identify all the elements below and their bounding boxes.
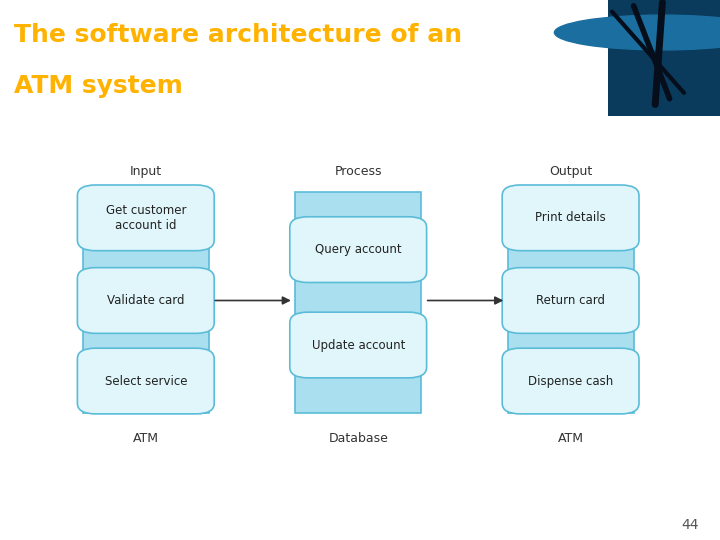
Text: The software architecture of an: The software architecture of an — [14, 23, 462, 47]
Text: Output: Output — [549, 165, 593, 178]
FancyBboxPatch shape — [295, 192, 421, 413]
FancyBboxPatch shape — [502, 185, 639, 251]
Text: Database: Database — [328, 432, 388, 445]
FancyBboxPatch shape — [502, 268, 639, 333]
FancyBboxPatch shape — [508, 192, 634, 413]
FancyBboxPatch shape — [78, 348, 215, 414]
Text: 44: 44 — [681, 517, 698, 531]
Text: Input: Input — [130, 165, 162, 178]
Text: Query account: Query account — [315, 243, 402, 256]
Text: ATM: ATM — [132, 432, 159, 445]
FancyBboxPatch shape — [502, 348, 639, 414]
Text: Process: Process — [335, 165, 382, 178]
Text: Return card: Return card — [536, 294, 605, 307]
Text: Dispense cash: Dispense cash — [528, 375, 613, 388]
Text: Print details: Print details — [535, 211, 606, 224]
Text: ATM system: ATM system — [14, 74, 184, 98]
Text: Validate card: Validate card — [107, 294, 184, 307]
FancyBboxPatch shape — [608, 0, 720, 116]
FancyBboxPatch shape — [289, 217, 426, 282]
Text: Get customer
account id: Get customer account id — [106, 204, 186, 232]
Text: Update account: Update account — [312, 339, 405, 352]
FancyBboxPatch shape — [78, 185, 215, 251]
Text: ATM: ATM — [557, 432, 584, 445]
Text: Select service: Select service — [104, 375, 187, 388]
FancyBboxPatch shape — [78, 268, 215, 333]
FancyBboxPatch shape — [83, 192, 209, 413]
Circle shape — [554, 15, 720, 50]
FancyBboxPatch shape — [289, 312, 426, 378]
